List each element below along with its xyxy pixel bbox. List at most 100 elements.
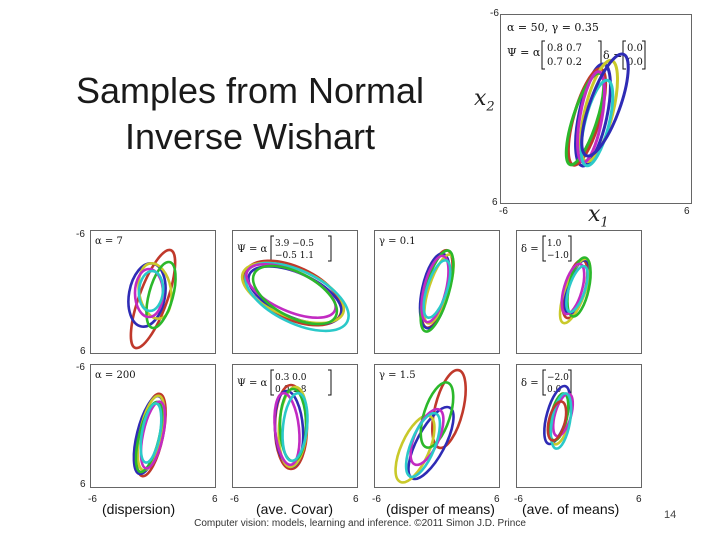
panel-matrix-row1: 3.9 −0.5: [275, 239, 314, 249]
page-number: 14: [664, 509, 677, 521]
sample-ellipse: [560, 262, 586, 316]
panel-bracket-left: [542, 235, 546, 262]
panel-matrix-row2: −0.5 1.1: [275, 251, 314, 261]
sample-ellipse: [404, 411, 442, 479]
grid-tick-x3-plus: 6: [494, 494, 500, 505]
footer-citation: Computer vision: models, learning and in…: [194, 518, 526, 529]
main-ylabel: x2: [474, 86, 495, 114]
sample-panel-7: γ = 1.5: [374, 364, 500, 488]
main-psi-row2: 0.7 0.2: [547, 57, 582, 68]
main-delta-row2: 0.0: [627, 57, 643, 68]
sample-panel-canvas: α = 200: [95, 370, 167, 478]
main-ylabel-sub: 2: [486, 99, 495, 115]
panel-label-prefix: δ =: [521, 378, 539, 389]
sample-ellipse: [419, 381, 455, 449]
main-xlabel: x1: [588, 202, 609, 230]
panel-label-prefix: Ψ = α: [237, 378, 268, 389]
panel-bracket-left: [542, 369, 546, 396]
grid-tick-x2-minus: -6: [230, 494, 239, 505]
main-delta-bracket-right: [642, 40, 646, 70]
grid-tick-row2-bottom: 6: [80, 479, 86, 490]
sample-ellipse: [281, 391, 309, 463]
panel-bracket-left: [270, 235, 274, 262]
sample-ellipse: [419, 249, 455, 333]
grid-tick-x1-plus: 6: [212, 494, 218, 505]
sample-panel-2: Ψ = α 3.9 −0.5 −0.5 1.1: [232, 230, 358, 354]
sample-ellipse: [431, 368, 467, 450]
panel-bracket-right: [328, 235, 332, 262]
panel-matrix-row1: −2.0: [547, 373, 569, 383]
sample-ellipse: [145, 260, 177, 330]
column-label-ave-of-means: (ave. of means): [522, 501, 620, 517]
main-psi-row1: 0.8 0.7: [547, 43, 582, 54]
sample-panel-canvas: α = 7: [95, 236, 177, 350]
sample-panel-3: γ = 0.1: [374, 230, 500, 354]
main-psi-bracket-left: [541, 40, 545, 70]
main-tick-left-bottom: 6: [492, 197, 498, 208]
main-xlabel-text: x: [588, 202, 601, 227]
main-tick-bottom-left: -6: [499, 206, 508, 217]
grid-tick-x2-plus: 6: [353, 494, 359, 505]
sample-ellipse: [137, 269, 165, 313]
main-xlabel-sub: 1: [600, 215, 609, 231]
grid-tick-x4-minus: -6: [514, 494, 523, 505]
sample-panel-canvas: Ψ = α 0.3 0.00.0 1.8: [237, 369, 332, 471]
panel-bracket-right: [568, 235, 572, 262]
main-tick-top: -6: [490, 8, 499, 19]
sample-panel-5: α = 200: [90, 364, 216, 488]
sample-panel-canvas: δ = −2.0 0.0: [521, 369, 575, 450]
sample-ellipse: [549, 392, 573, 450]
sample-panel-4: δ = 1.0 −1.0: [516, 230, 642, 354]
sample-panel-canvas: δ = 1.0 −1.0: [521, 235, 592, 325]
sample-ellipse: [565, 264, 589, 314]
grid-tick-x3-minus: -6: [372, 494, 381, 505]
main-ellipses: [564, 52, 630, 168]
main-plot: α = 50, γ = 0.35 Ψ = α 0.8 0.7 0.7 0.2 δ…: [500, 14, 692, 204]
column-label-ave-covar: (ave. Covar): [256, 501, 334, 517]
main-delta-row1: 0.0: [627, 43, 643, 54]
main-delta-prefix: δ =: [603, 49, 622, 62]
sample-panel-canvas: Ψ = α 3.9 −0.5 −0.5 1.1: [237, 235, 350, 333]
panel-matrix-row2: 0.0: [547, 385, 562, 395]
main-psi-prefix: Ψ = α: [507, 46, 541, 59]
panel-bracket-left: [270, 369, 274, 396]
grid-tick-row1-top: -6: [76, 229, 85, 240]
sample-ellipse: [139, 400, 167, 470]
grid-tick-row1-bottom: 6: [80, 346, 86, 357]
main-plot-canvas: α = 50, γ = 0.35 Ψ = α 0.8 0.7 0.7 0.2 δ…: [507, 21, 646, 168]
sample-panel-6: Ψ = α 0.3 0.0 0.0 1.8: [232, 364, 358, 488]
main-sample-ellipse: [580, 52, 630, 158]
sample-ellipse: [546, 400, 568, 442]
panel-bracket-right: [328, 369, 332, 396]
panel-matrix-row2: −1.0: [547, 251, 569, 261]
panel-label: γ = 1.5: [379, 370, 416, 381]
sample-ellipse: [273, 391, 301, 467]
slide-title: Samples from Normal Inverse Wishart: [40, 68, 460, 160]
sample-ellipse: [129, 248, 177, 350]
title-line-1: Samples from Normal: [75, 70, 425, 111]
sample-ellipse: [139, 402, 163, 464]
column-label-disper-of-means: (disper of means): [386, 501, 495, 517]
sample-ellipse: [409, 407, 445, 467]
panel-label: γ = 0.1: [379, 236, 416, 247]
main-tick-bottom-right: 6: [684, 206, 690, 217]
column-label-dispersion: (dispersion): [102, 501, 176, 517]
panel-matrix-row1: 0.3 0.0: [275, 373, 307, 383]
sample-panel-1: α = 7: [90, 230, 216, 354]
sample-ellipse: [251, 264, 339, 326]
sample-panel-canvas: γ = 1.5: [379, 368, 467, 484]
panel-label-prefix: Ψ = α: [237, 244, 268, 255]
panel-label: α = 7: [95, 236, 123, 247]
sample-panel-8: δ = −2.0 0.0: [516, 364, 642, 488]
grid-tick-x4-plus: 6: [636, 494, 642, 505]
panel-matrix-row1: 1.0: [547, 239, 562, 249]
main-alpha-gamma: α = 50, γ = 0.35: [507, 21, 599, 34]
panel-label-prefix: δ =: [521, 244, 539, 255]
grid-tick-row2-top: -6: [76, 362, 85, 373]
grid-tick-x1-minus: -6: [88, 494, 97, 505]
title-line-2: Inverse Wishart: [124, 116, 376, 157]
sample-ellipse: [422, 259, 452, 319]
main-ylabel-text: x: [474, 86, 487, 111]
sample-panel-canvas: γ = 0.1: [379, 236, 455, 333]
panel-label: α = 200: [95, 370, 136, 381]
